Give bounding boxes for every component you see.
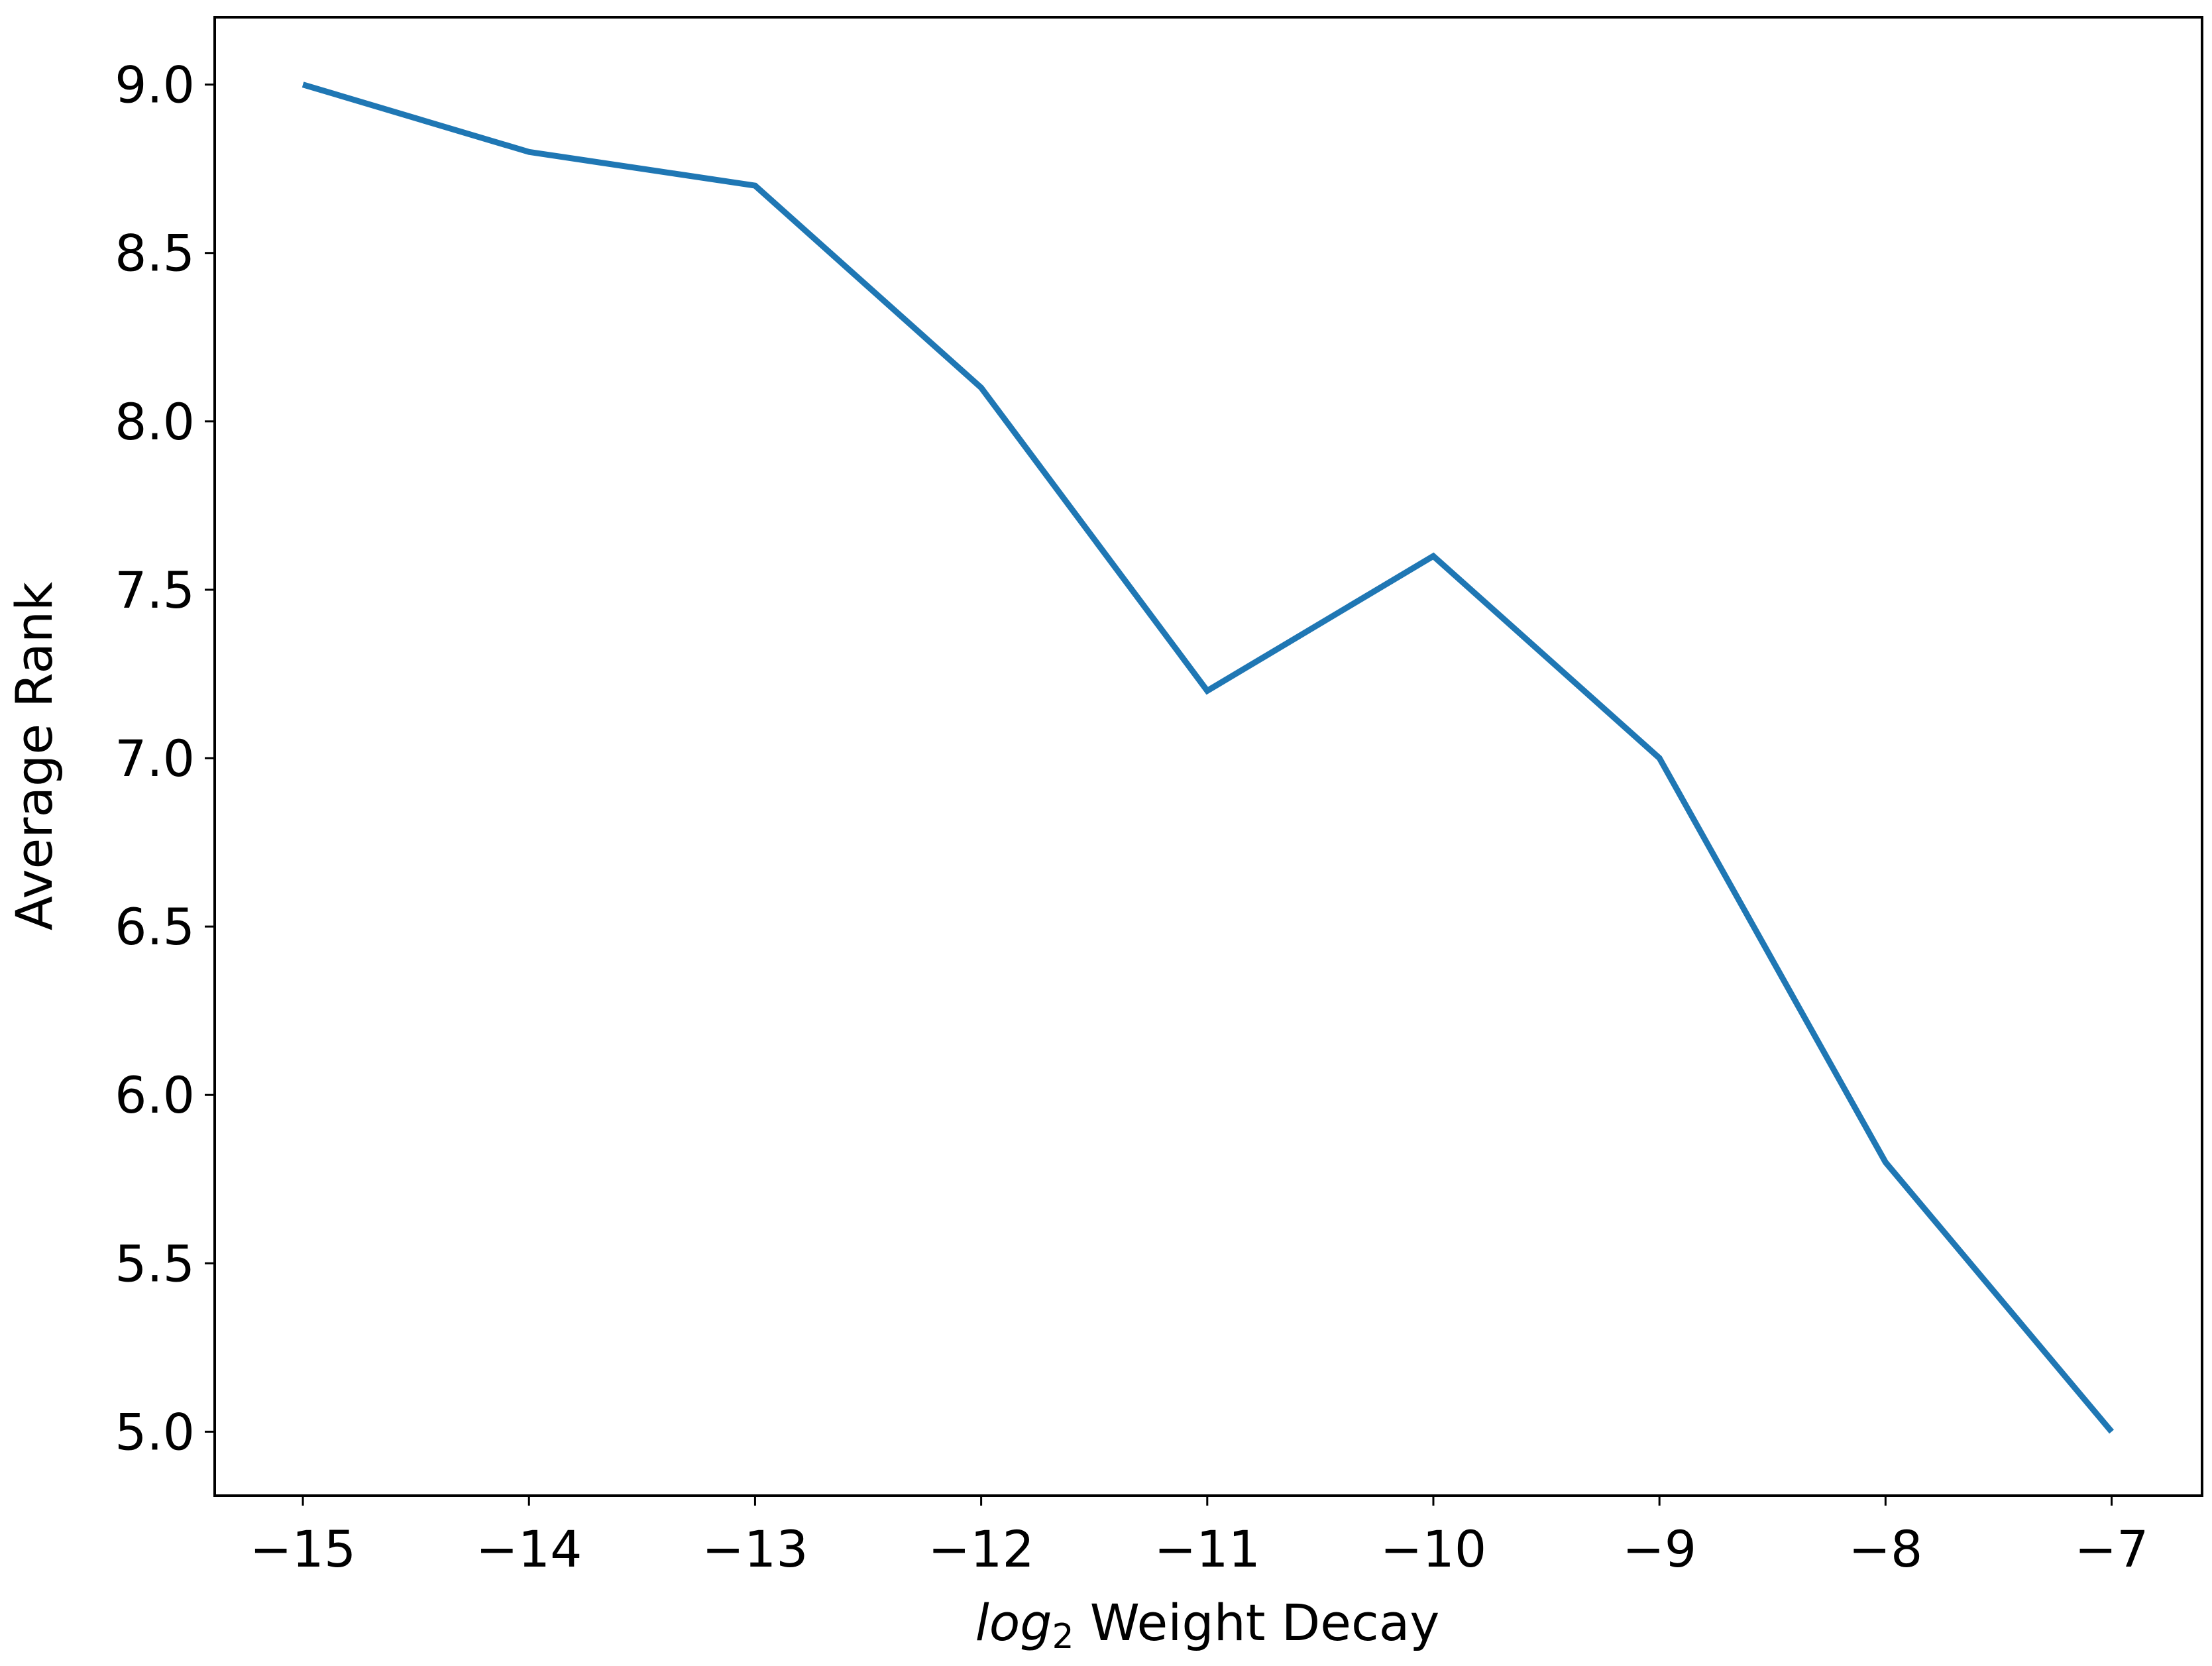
y-tick-label: 7.0 (115, 729, 195, 788)
x-label-text: Weight Decay (1090, 1593, 1440, 1652)
x-label-text (1074, 1593, 1090, 1652)
x-tick-label: −13 (702, 1520, 808, 1579)
x-tick-label: −11 (1154, 1520, 1260, 1579)
x-label-subscript: 2 (1052, 1617, 1074, 1657)
y-tick-label: 9.0 (115, 56, 195, 115)
x-tick-label: −9 (1622, 1520, 1696, 1579)
y-tick-label: 6.5 (115, 897, 195, 956)
y-tick-label: 7.5 (115, 561, 195, 620)
y-tick-label: 5.0 (115, 1402, 195, 1461)
y-tick-label: 8.5 (115, 224, 195, 283)
x-axis-label: log2 Weight Decay (975, 1593, 1440, 1657)
x-tick-label: −10 (1380, 1520, 1486, 1579)
x-tick-label: −15 (250, 1520, 356, 1579)
data-line (302, 82, 2114, 1434)
x-tick-label: −8 (1848, 1520, 1922, 1579)
x-tick-label: −12 (928, 1520, 1034, 1579)
x-label-math: log (975, 1593, 1052, 1652)
y-axis-label: Average Rank (5, 582, 64, 930)
y-tick-label: 6.0 (115, 1066, 195, 1125)
x-tick-label: −7 (2075, 1520, 2149, 1579)
y-tick-label: 5.5 (115, 1234, 195, 1293)
plot-frame (213, 16, 2203, 1497)
y-tick-label: 8.0 (115, 392, 195, 451)
x-tick-label: −14 (476, 1520, 582, 1579)
